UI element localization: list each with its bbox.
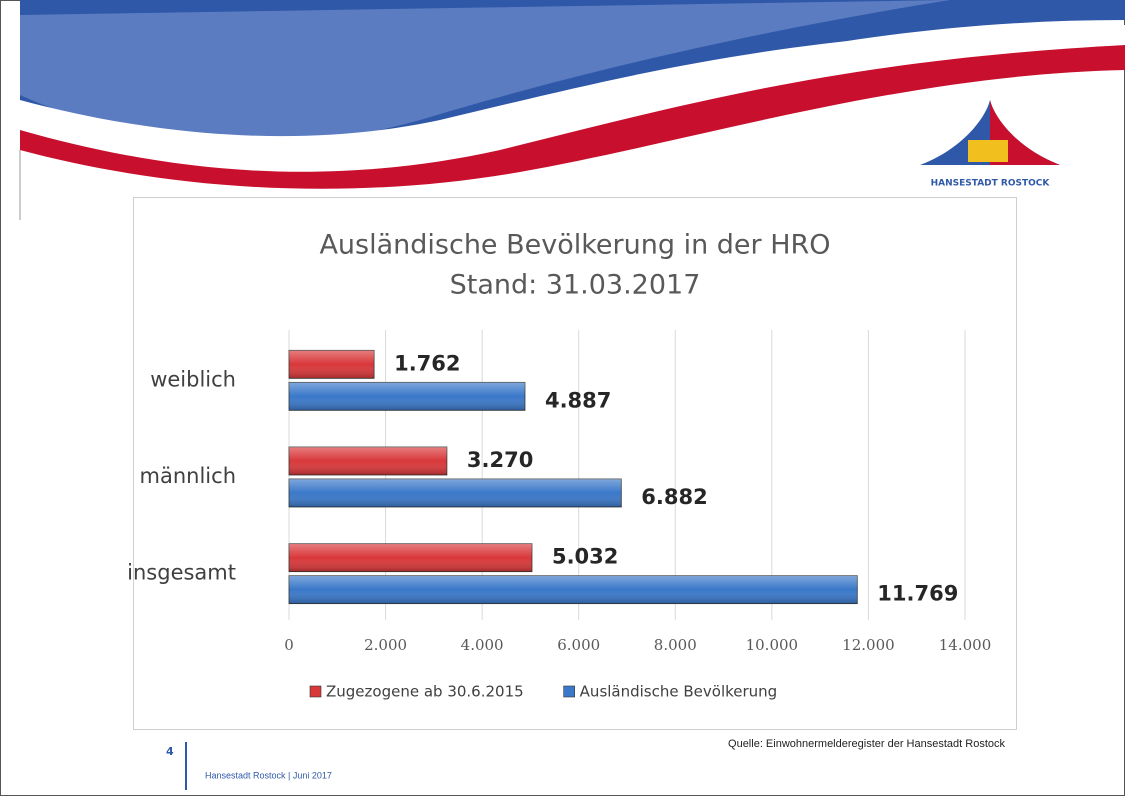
- x-tick-label: 0: [284, 636, 294, 654]
- source: Quelle: Einwohnermelderegister der Hanse…: [728, 738, 1005, 750]
- slide: HANSESTADT ROSTOCK Ausländische Bevölker…: [0, 0, 1125, 796]
- data-label: 3.270: [467, 448, 533, 472]
- bar-shine: [289, 479, 621, 507]
- data-label: 1.762: [394, 351, 460, 375]
- y-tick-label: insgesamt: [127, 561, 236, 585]
- y-tick-label: männlich: [140, 464, 236, 488]
- data-label: 4.887: [545, 388, 611, 412]
- bar-shine: [289, 350, 374, 378]
- legend-swatch: [310, 686, 321, 697]
- x-tick-label: 2.000: [364, 636, 407, 654]
- bar-shine: [289, 382, 525, 410]
- chart-title: Stand: 31.03.2017: [450, 270, 701, 301]
- logo-griffin: [968, 140, 1008, 162]
- data-label: 11.769: [877, 582, 958, 606]
- x-tick-label: 14.000: [939, 636, 992, 654]
- legend-label: Ausländische Bevölkerung: [580, 683, 778, 701]
- x-tick-label: 12.000: [842, 636, 895, 654]
- bar-shine: [289, 576, 857, 604]
- x-tick-label: 10.000: [746, 636, 799, 654]
- legend-swatch: [564, 686, 575, 697]
- x-tick-label: 8.000: [654, 636, 697, 654]
- footer-text: Hansestadt Rostock | Juni 2017: [205, 770, 332, 780]
- x-tick-label: 6.000: [557, 636, 600, 654]
- data-label: 6.882: [641, 485, 707, 509]
- bar-shine: [289, 544, 532, 572]
- chart-title: Ausländische Bevölkerung in der HRO: [319, 230, 830, 261]
- x-tick-label: 4.000: [461, 636, 504, 654]
- logo-text: HANSESTADT ROSTOCK: [931, 179, 1051, 189]
- data-label: 5.032: [552, 545, 618, 569]
- legend-label: Zugezogene ab 30.6.2015: [326, 683, 524, 701]
- page-number: 4: [166, 745, 174, 758]
- bar-shine: [289, 447, 447, 475]
- y-tick-label: weiblich: [150, 367, 236, 391]
